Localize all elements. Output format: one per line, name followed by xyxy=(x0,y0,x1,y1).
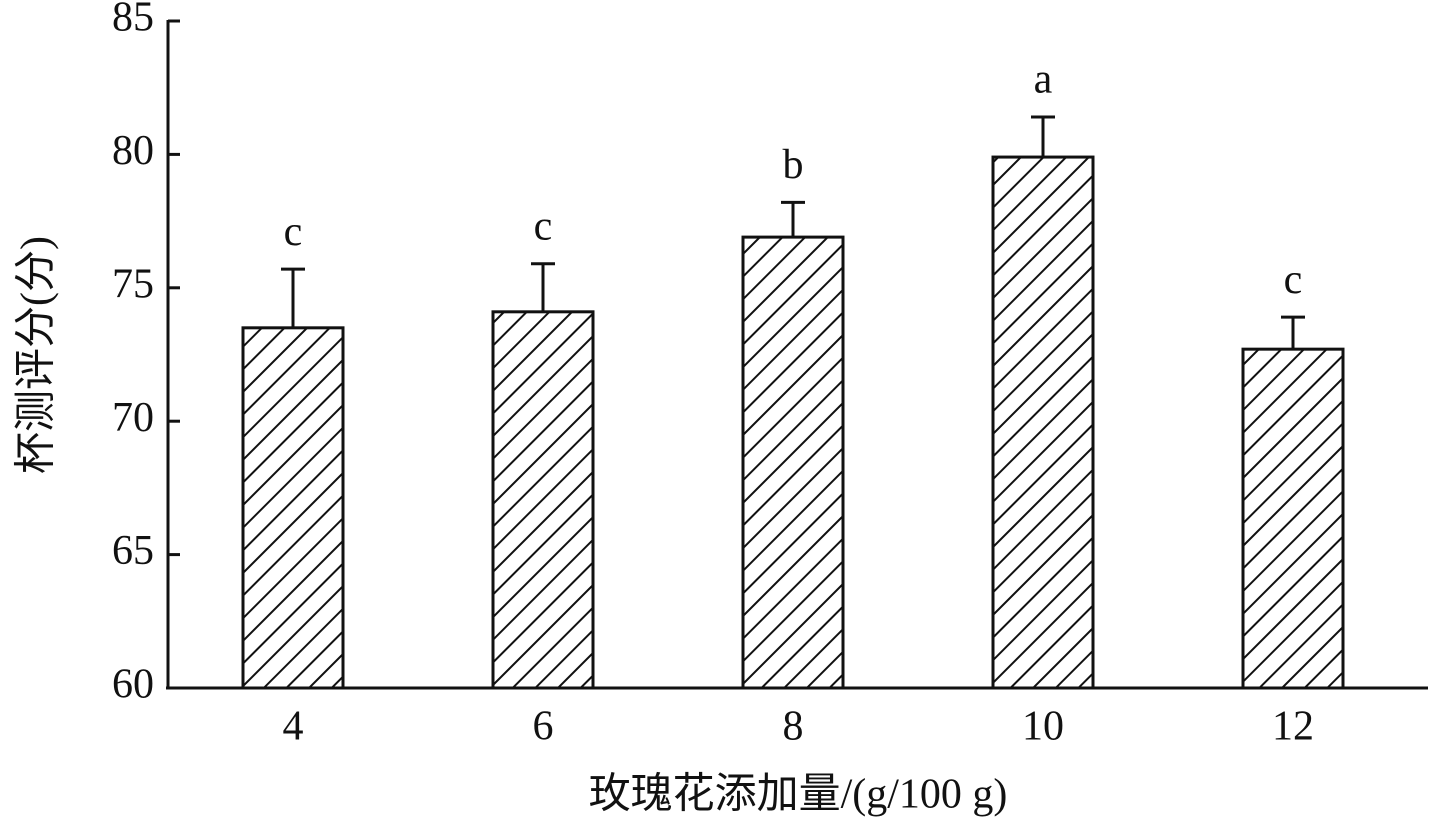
y-tick-label: 70 xyxy=(112,395,154,441)
bar xyxy=(741,235,845,690)
y-tick-label: 85 xyxy=(112,0,154,41)
significance-label: c xyxy=(534,203,553,249)
bar xyxy=(241,326,345,690)
significance-label: a xyxy=(1034,57,1053,103)
y-tick-label: 75 xyxy=(112,261,154,307)
significance-label: c xyxy=(284,209,303,255)
x-tick-label: 12 xyxy=(1272,704,1314,750)
significance-label: b xyxy=(783,142,804,188)
y-tick-label: 65 xyxy=(112,528,154,574)
bar xyxy=(1241,347,1345,690)
x-tick-label: 8 xyxy=(783,704,804,750)
bar xyxy=(491,310,595,690)
x-tick-label: 10 xyxy=(1022,704,1064,750)
bar xyxy=(991,155,1095,690)
significance-label: c xyxy=(1284,257,1303,303)
x-tick-label: 4 xyxy=(283,704,304,750)
x-axis-label: 玫瑰花添加量/(g/100 g) xyxy=(589,772,1008,818)
y-tick-label: 60 xyxy=(112,662,154,708)
y-axis-label: 杯测评分(分) xyxy=(14,236,60,474)
x-tick-label: 6 xyxy=(533,704,554,750)
y-tick-label: 80 xyxy=(112,128,154,174)
